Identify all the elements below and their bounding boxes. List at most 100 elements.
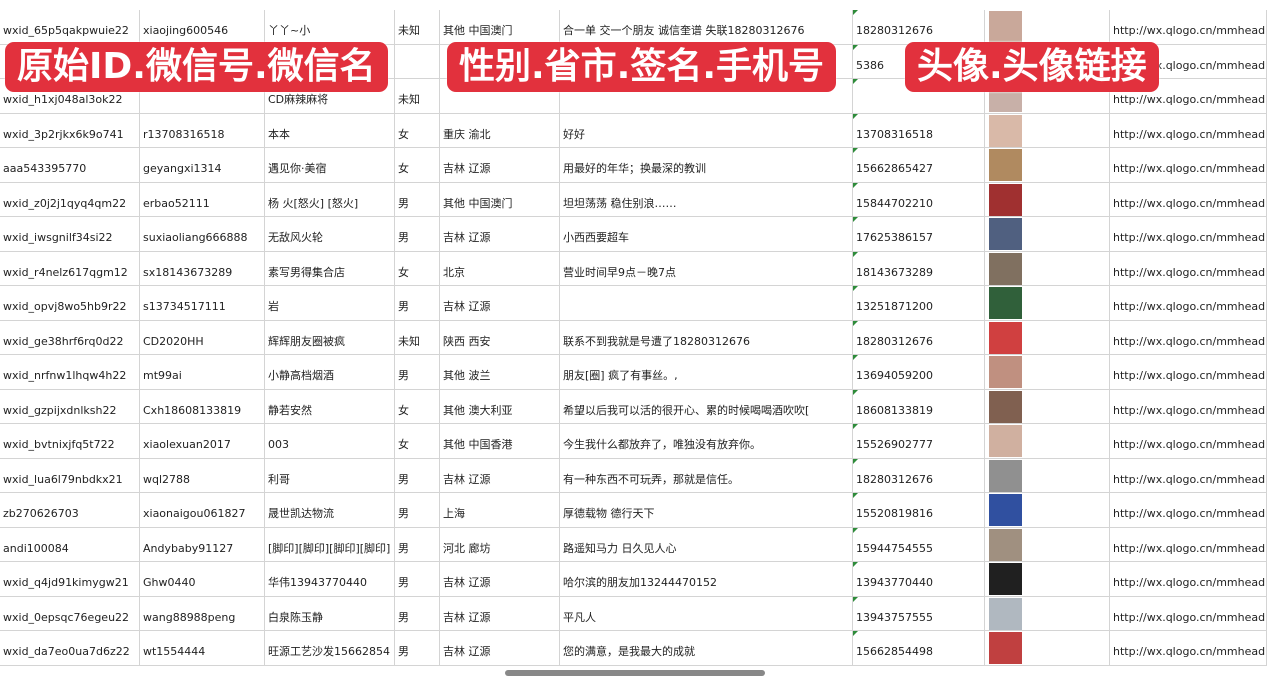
cell-original-id[interactable]: wxid_opvj8wo5hb9r22 [0, 286, 140, 321]
cell-wechat-id[interactable]: Cxh18608133819 [140, 389, 265, 424]
cell-phone[interactable]: 13251871200 [853, 286, 985, 321]
cell-region[interactable]: 吉林 辽源 [440, 217, 560, 252]
cell-phone[interactable]: 15662854498 [853, 631, 985, 666]
cell-avatar[interactable] [985, 562, 1110, 597]
cell-original-id[interactable]: wxid_ge38hrf6rq0d22 [0, 320, 140, 355]
cell-wechat-name[interactable]: 无敌风火轮 [265, 217, 395, 252]
cell-wechat-name[interactable]: [脚印][脚印][脚印][脚印] [265, 527, 395, 562]
cell-avatar-url[interactable]: http://wx.qlogo.cn/mmhead [1110, 424, 1267, 459]
cell-phone[interactable]: 18280312676 [853, 458, 985, 493]
cell-original-id[interactable]: wxid_q4jd91kimygw21 [0, 562, 140, 597]
cell-signature[interactable]: 您的满意，是我最大的成就 [560, 631, 853, 666]
cell-wechat-id[interactable]: r13708316518 [140, 113, 265, 148]
cell-phone[interactable]: 18143673289 [853, 251, 985, 286]
cell-gender[interactable]: 未知 [395, 79, 440, 114]
cell-wechat-name[interactable]: 岩 [265, 286, 395, 321]
cell-wechat-name[interactable] [265, 44, 395, 79]
cell-region[interactable]: 重庆 渝北 [440, 113, 560, 148]
cell-signature[interactable]: 营业时间早9点－晚7点 [560, 251, 853, 286]
cell-region[interactable]: 北京 [440, 251, 560, 286]
cell-original-id[interactable]: wxid_z0j2j1qyq4qm22 [0, 182, 140, 217]
cell-avatar-url[interactable]: http://wx.qlogo.cn/mmhead [1110, 562, 1267, 597]
cell-phone[interactable]: 15944754555 [853, 527, 985, 562]
cell-original-id[interactable]: wxid_65p5qakpwuie22 [0, 10, 140, 45]
cell-avatar-url[interactable]: http://wx.qlogo.cn/mmhead [1110, 355, 1267, 390]
cell-avatar[interactable] [985, 10, 1110, 45]
cell-gender[interactable]: 女 [395, 148, 440, 183]
cell-wechat-id[interactable]: Andybaby91127 [140, 527, 265, 562]
cell-avatar[interactable] [985, 631, 1110, 666]
cell-original-id[interactable]: wxid_h1xj048al3ok22 [0, 79, 140, 114]
cell-wechat-name[interactable]: 丫丫~小 [265, 10, 395, 45]
cell-avatar[interactable] [985, 320, 1110, 355]
cell-original-id[interactable]: wxid_da7eo0ua7d6z22 [0, 631, 140, 666]
cell-phone[interactable] [853, 79, 985, 114]
cell-signature[interactable]: 希望以后我可以活的很开心、累的时候喝喝酒吹吹[ [560, 389, 853, 424]
cell-original-id[interactable]: aaa543395770 [0, 148, 140, 183]
cell-wechat-name[interactable]: 本本 [265, 113, 395, 148]
cell-region[interactable]: 吉林 辽源 [440, 596, 560, 631]
cell-signature[interactable] [560, 286, 853, 321]
cell-gender[interactable]: 男 [395, 527, 440, 562]
cell-gender[interactable]: 男 [395, 355, 440, 390]
cell-region[interactable]: 其他 波兰 [440, 355, 560, 390]
cell-region[interactable]: 吉林 辽源 [440, 286, 560, 321]
cell-gender[interactable]: 男 [395, 182, 440, 217]
cell-avatar[interactable] [985, 355, 1110, 390]
cell-avatar[interactable] [985, 424, 1110, 459]
cell-wechat-id[interactable]: suxiaoliang666888 [140, 217, 265, 252]
cell-phone[interactable]: 15526902777 [853, 424, 985, 459]
cell-original-id[interactable]: wxid_0epsqc76egeu22 [0, 596, 140, 631]
cell-wechat-id[interactable]: wql2788 [140, 458, 265, 493]
cell-wechat-name[interactable]: 利哥 [265, 458, 395, 493]
cell-avatar-url[interactable]: http://wx.qlogo.cn/mmhead [1110, 251, 1267, 286]
cell-original-id[interactable]: andi100084 [0, 527, 140, 562]
cell-gender[interactable]: 男 [395, 562, 440, 597]
cell-phone[interactable]: 13694059200 [853, 355, 985, 390]
cell-wechat-id[interactable]: wang88988peng [140, 596, 265, 631]
cell-avatar-url[interactable]: http://wx.qlogo.cn/mmhead [1110, 389, 1267, 424]
cell-gender[interactable] [395, 44, 440, 79]
cell-region[interactable]: 河北 廊坊 [440, 527, 560, 562]
cell-region[interactable]: 其他 中国澳门 [440, 182, 560, 217]
cell-region[interactable]: 吉林 辽源 [440, 562, 560, 597]
cell-wechat-name[interactable]: 白泉陈玉静 [265, 596, 395, 631]
cell-gender[interactable]: 男 [395, 458, 440, 493]
cell-gender[interactable]: 男 [395, 217, 440, 252]
cell-original-id[interactable]: wxid_bvtnixjfq5t722 [0, 424, 140, 459]
cell-signature[interactable]: 朋友[圈] 疯了有事丝。, [560, 355, 853, 390]
cell-avatar-url[interactable]: http://wx.qlogo.cn/mmhead [1110, 596, 1267, 631]
cell-avatar[interactable] [985, 389, 1110, 424]
cell-avatar[interactable] [985, 251, 1110, 286]
cell-wechat-id[interactable] [140, 79, 265, 114]
cell-avatar-url[interactable]: http://wx.qlogo.cn/mmhead [1110, 493, 1267, 528]
cell-avatar-url[interactable]: http://wx.qlogo.cn/mmhead [1110, 286, 1267, 321]
cell-avatar-url[interactable]: http://wx.qlogo.cn/mmhead [1110, 10, 1267, 45]
cell-gender[interactable]: 未知 [395, 320, 440, 355]
cell-avatar[interactable] [985, 148, 1110, 183]
cell-phone[interactable]: 18280312676 [853, 10, 985, 45]
cell-signature[interactable]: 有一种东西不可玩弄，那就是信任。 [560, 458, 853, 493]
cell-region[interactable]: 其他 中国香港 [440, 424, 560, 459]
cell-region[interactable]: 其他 澳大利亚 [440, 389, 560, 424]
cell-phone[interactable]: 13708316518 [853, 113, 985, 148]
cell-phone[interactable]: 15662865427 [853, 148, 985, 183]
cell-avatar-url[interactable]: http://wx.qlogo.cn/mmhead [1110, 320, 1267, 355]
cell-original-id[interactable]: wxid_lua6l79nbdkx21 [0, 458, 140, 493]
cell-gender[interactable]: 男 [395, 631, 440, 666]
cell-region[interactable]: 吉林 辽源 [440, 458, 560, 493]
cell-signature[interactable]: 哈尔滨的朋友加13244470152 [560, 562, 853, 597]
cell-gender[interactable]: 男 [395, 286, 440, 321]
cell-wechat-id[interactable]: wt1554444 [140, 631, 265, 666]
cell-gender[interactable]: 女 [395, 389, 440, 424]
cell-avatar-url[interactable]: http://wx.qlogo.cn/mmhead [1110, 631, 1267, 666]
cell-gender[interactable]: 男 [395, 493, 440, 528]
cell-wechat-id[interactable]: xiaonaigou061827 [140, 493, 265, 528]
cell-original-id[interactable]: wxid_r4nelz617qgm12 [0, 251, 140, 286]
cell-original-id[interactable]: wxid_3p2rjkx6k9o741 [0, 113, 140, 148]
cell-avatar-url[interactable]: http://wx.qlogo.cn/mmhead [1110, 458, 1267, 493]
cell-avatar[interactable] [985, 493, 1110, 528]
cell-wechat-name[interactable]: 旺源工艺沙发15662854 [265, 631, 395, 666]
cell-avatar-url[interactable]: http://wx.qlogo.cn/mmhead [1110, 113, 1267, 148]
cell-region[interactable]: 陕西 西安 [440, 320, 560, 355]
